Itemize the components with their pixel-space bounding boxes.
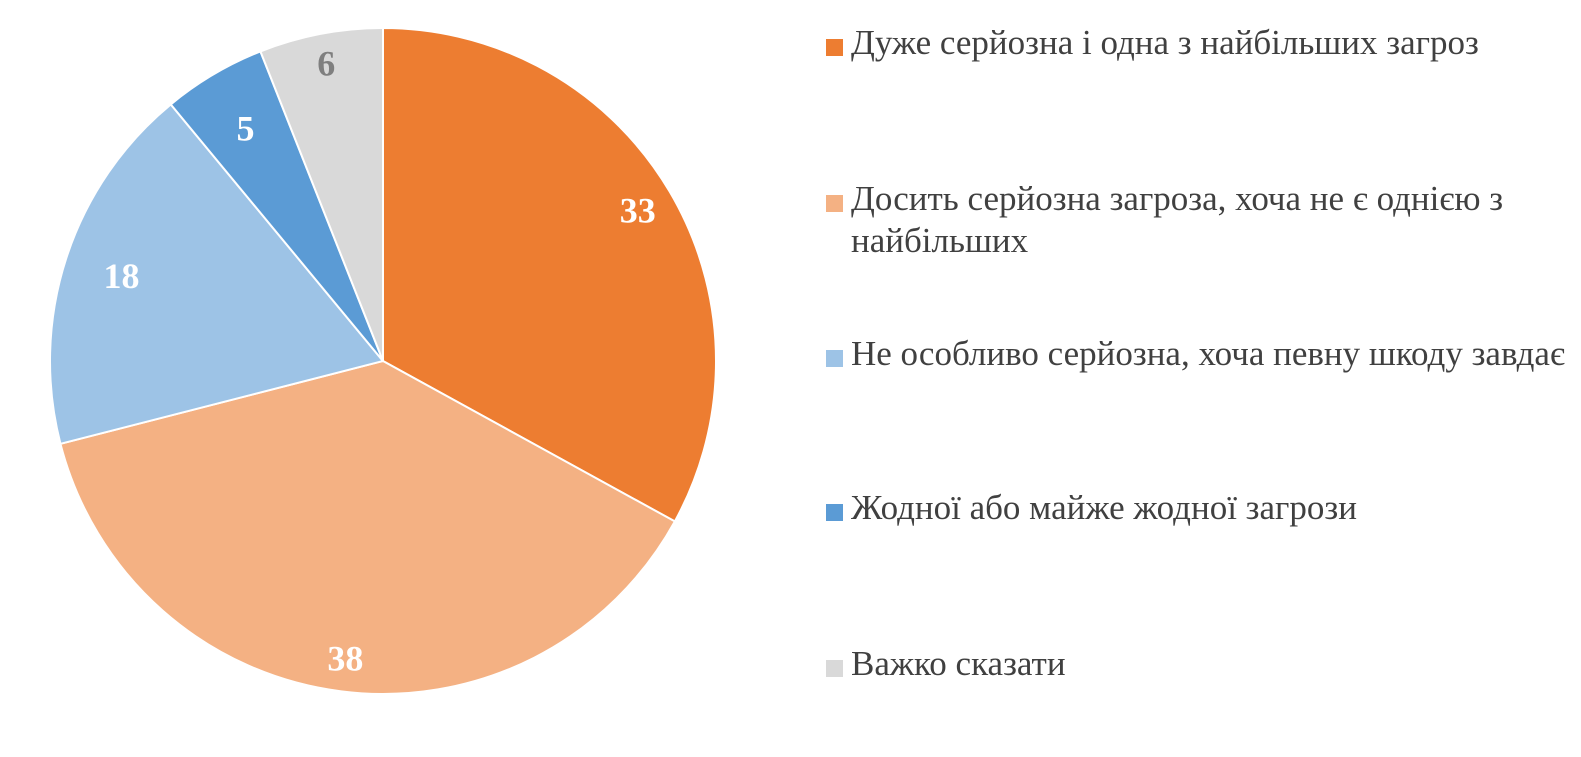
data-label-very-serious: 33: [620, 190, 656, 230]
data-label-quite-serious: 38: [327, 639, 363, 679]
legend-swatch-very-serious: [826, 39, 843, 56]
legend-label-hard-to-say: Важко сказати: [851, 644, 1066, 683]
legend-item-not-very-serious: Не особливо серйозна, хоча певну шкоду з…: [826, 333, 1566, 375]
pie-slice-not-very-serious: [49, 103, 385, 446]
legend-swatch-no-threat: [826, 504, 843, 521]
legend-item-very-serious: Дуже серйозна і одна з найбільших загроз: [826, 22, 1566, 64]
legend-label-no-threat: Жодної або майже жодної загрози: [851, 488, 1357, 527]
legend-swatch-not-very-serious: [826, 350, 843, 367]
pie-slice-hard-to-say: [259, 26, 384, 362]
pie-slice-quite-serious: [59, 359, 677, 695]
legend-label-not-very-serious: Не особливо серйозна, хоча певну шкоду з…: [851, 334, 1565, 373]
legend-item-no-threat: Жодної або майже жодної загрози: [826, 487, 1566, 529]
legend-swatch-hard-to-say: [826, 660, 843, 677]
data-label-not-very-serious: 18: [103, 256, 139, 296]
pie-chart-plot: 33 38 18 5 6: [49, 26, 717, 695]
legend-label-very-serious: Дуже серйозна і одна з найбільших загроз: [851, 23, 1479, 62]
legend-swatch-quite-serious: [826, 195, 843, 212]
legend-item-quite-serious: Досить серйозна загроза, хоча не є одніє…: [826, 178, 1566, 262]
legend-item-hard-to-say: Важко сказати: [826, 643, 1566, 685]
legend-label-quite-serious: Досить серйозна загроза, хоча не є одніє…: [851, 179, 1504, 260]
pie-slice-very-serious: [382, 26, 717, 523]
data-label-hard-to-say: 6: [317, 43, 335, 83]
data-label-no-threat: 5: [237, 109, 255, 149]
